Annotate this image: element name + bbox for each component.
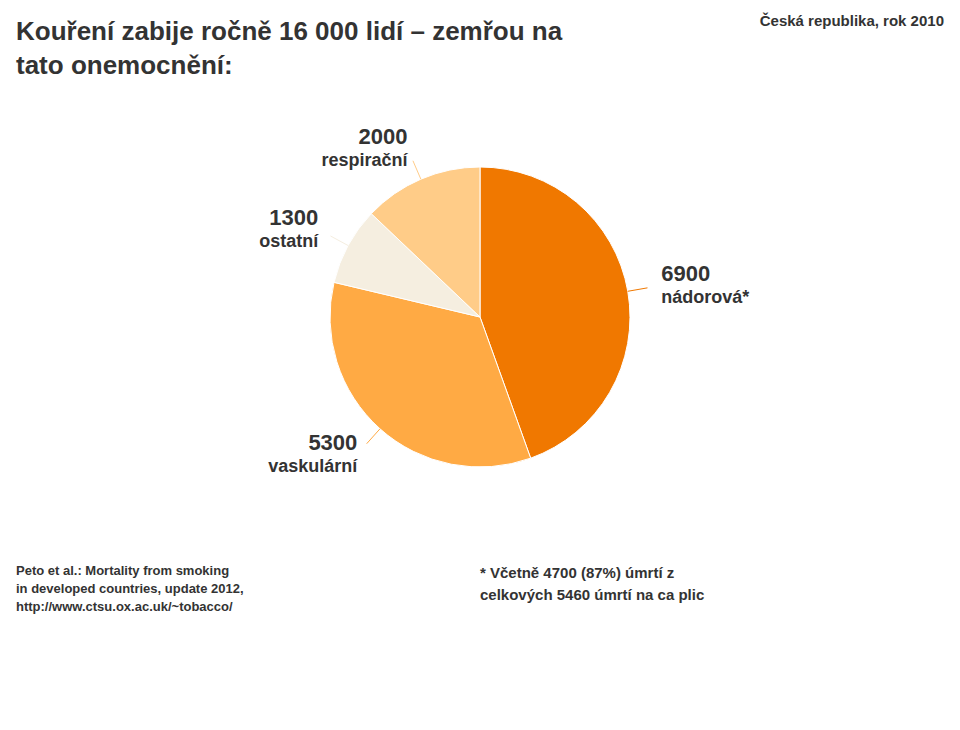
html-text:Peto et al.: Mortality from sm: Peto et al.: Mortality from smoking [16, 563, 230, 578]
html-text:* Včetně 4700 (87%) úmrtí z: * Včetně 4700 (87%) úmrtí z [480, 564, 675, 581]
svg-text:6900nádorová*: 6900nádorová* [661, 261, 749, 307]
svg-text:2000respirační: 2000respirační [321, 124, 408, 170]
html-text:celkových 5460 úmrtí na ca pli: celkových 5460 úmrtí na ca plic [480, 586, 705, 603]
html-text:http://www.ctsu.ox.ac.uk/~toba: http://www.ctsu.ox.ac.uk/~tobacco/ [16, 599, 233, 614]
svg-text:1300ostatní: 1300ostatní [259, 205, 319, 251]
html-text:Česká republika, rok 2010: Česká republika, rok 2010 [759, 12, 944, 29]
svg-text:5300vaskulární: 5300vaskulární [268, 430, 358, 476]
html-text:tato onemocnění:: tato onemocnění: [16, 50, 233, 80]
html-text:Kouření zabije ročně 16 000 li: Kouření zabije ročně 16 000 lidí – zemřo… [16, 16, 563, 46]
html-text:in developed countries, update: in developed countries, update 2012, [16, 581, 244, 596]
